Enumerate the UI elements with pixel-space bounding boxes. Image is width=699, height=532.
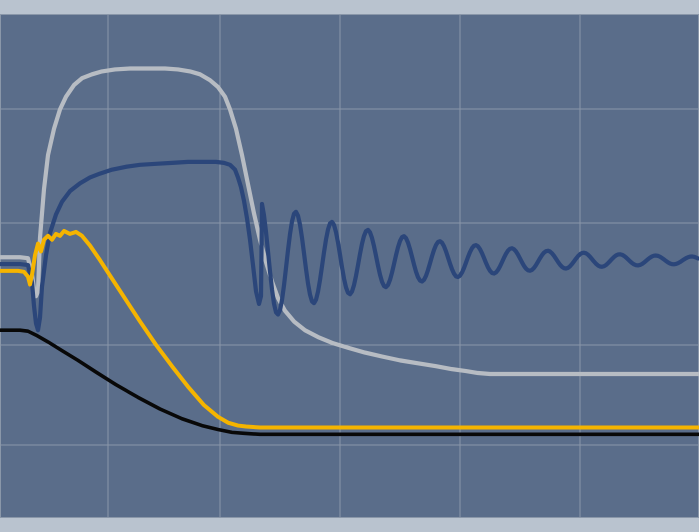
chart-container	[0, 0, 699, 532]
line-chart	[0, 0, 699, 532]
